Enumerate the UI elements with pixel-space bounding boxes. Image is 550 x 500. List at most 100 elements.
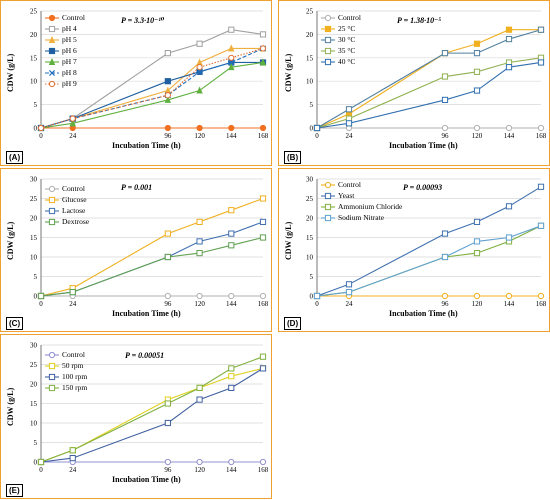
data-point: [37, 458, 45, 466]
series-line-4: [316, 57, 542, 129]
legend-marker: [324, 214, 332, 221]
data-point: [164, 92, 171, 99]
data-point: [259, 353, 267, 360]
chart-svg: 0 5 10 15 20 25 30 0 24 96 120 144 168: [306, 176, 547, 309]
data-point: [259, 195, 267, 202]
p-value-annotation: P = 0.00093: [403, 183, 443, 192]
data-point: [473, 87, 481, 94]
data-point: [196, 86, 203, 94]
x-axis-label: Incubation Time (h): [112, 475, 181, 484]
legend-entry: Control: [45, 12, 85, 23]
legend-swatch: [321, 203, 335, 210]
data-point: [259, 234, 267, 241]
y-tick-label: 0: [34, 293, 38, 301]
legend-swatch: [45, 351, 59, 358]
data-point: [164, 458, 171, 466]
legend-entry: Control: [321, 179, 402, 190]
series-line-3: [316, 29, 542, 129]
legend-marker: [48, 80, 56, 87]
x-tick-label: 24: [346, 132, 354, 140]
legend-swatch: [321, 25, 335, 32]
legend-swatch: [321, 36, 335, 43]
data-point: [473, 250, 481, 257]
data-point: [228, 54, 235, 61]
series-line-2: [40, 197, 264, 297]
y-tick-label: 0: [310, 125, 314, 133]
data-point: [69, 119, 76, 127]
data-point: [164, 124, 171, 132]
data-point: [196, 396, 203, 403]
data-point: [505, 64, 513, 71]
data-point: [196, 68, 203, 75]
x-tick-label: 144: [504, 300, 515, 308]
legend-label: Sodium Nitrate: [338, 213, 385, 222]
data-point: [259, 58, 267, 66]
legend-swatch: [45, 80, 59, 87]
legend-marker: [324, 25, 332, 32]
chart-panel-d: 0 5 10 15 20 25 30 0 24 96 120 144 168 Incubation Tim…: [278, 168, 550, 332]
legend-label: Ammonium Chloride: [338, 202, 403, 211]
data-point: [196, 250, 203, 257]
data-point: [196, 292, 203, 300]
legend-marker: [324, 203, 332, 210]
legend-label: 25 °C: [338, 24, 356, 33]
y-tick-label: 20: [306, 31, 314, 39]
legend-swatch: [45, 185, 59, 192]
legend-entry: 35 °C: [321, 45, 361, 56]
y-tick-label: 20: [30, 31, 38, 39]
data-point: [259, 218, 267, 225]
legend-swatch: [45, 25, 59, 32]
legend-label: 150 rpm: [62, 383, 88, 392]
data-point: [37, 292, 45, 300]
data-point: [228, 26, 235, 33]
legend-label: pH 4: [62, 24, 77, 33]
legend-marker: [48, 218, 56, 225]
data-point: [228, 292, 235, 300]
data-point: [259, 45, 267, 52]
legend-marker: [48, 384, 56, 391]
data-point: [259, 31, 267, 38]
data-point: [441, 230, 449, 237]
x-tick-label: 144: [226, 466, 237, 474]
legend-entry: Dextrose: [45, 216, 89, 227]
series-line-3: [40, 367, 264, 463]
legend-swatch: [321, 192, 335, 199]
data-point: [537, 183, 545, 190]
data-point: [196, 124, 203, 132]
data-point: [473, 40, 481, 47]
legend-swatch: [45, 207, 59, 214]
legend-entry: Sodium Nitrate: [321, 212, 402, 223]
data-point: [228, 44, 235, 52]
x-axis-label: Incubation Time (h): [112, 141, 181, 150]
data-point: [196, 40, 203, 47]
data-point: [473, 124, 481, 132]
legend-marker: [48, 196, 56, 203]
x-tick-label: 0: [315, 300, 319, 308]
data-point: [164, 78, 171, 85]
data-point: [228, 207, 235, 214]
legend-entry: 100 rpm: [45, 371, 87, 382]
x-tick-label: 96: [442, 300, 450, 308]
y-tick-label: 5: [310, 101, 314, 109]
x-tick-label: 24: [69, 132, 77, 140]
y-tick-label: 0: [310, 293, 314, 301]
legend-marker: [48, 362, 56, 369]
y-tick-label: 15: [306, 54, 314, 62]
y-axis-label: CDW (g/L): [6, 221, 15, 260]
legend-swatch: [321, 58, 335, 65]
y-tick-label: 25: [306, 195, 314, 203]
data-point: [69, 455, 76, 462]
data-point: [505, 292, 513, 300]
data-point: [473, 218, 481, 225]
x-tick-label: 24: [69, 466, 77, 474]
legend-label: Yeast: [338, 191, 355, 200]
data-point: [537, 222, 545, 229]
legend-label: Control: [62, 13, 85, 22]
data-point: [228, 373, 235, 380]
x-tick-label: 168: [258, 132, 269, 140]
legend-entry: pH 4: [45, 23, 85, 34]
legend: Control Yeast Ammonium Chloride Sodium Nitr…: [321, 179, 402, 223]
legend-entry: Lactose: [45, 205, 89, 216]
legend: Control pH 4 pH 5 pH 6 pH 7 pH 8 pH 9: [45, 12, 85, 89]
y-tick-label: 10: [306, 78, 314, 86]
